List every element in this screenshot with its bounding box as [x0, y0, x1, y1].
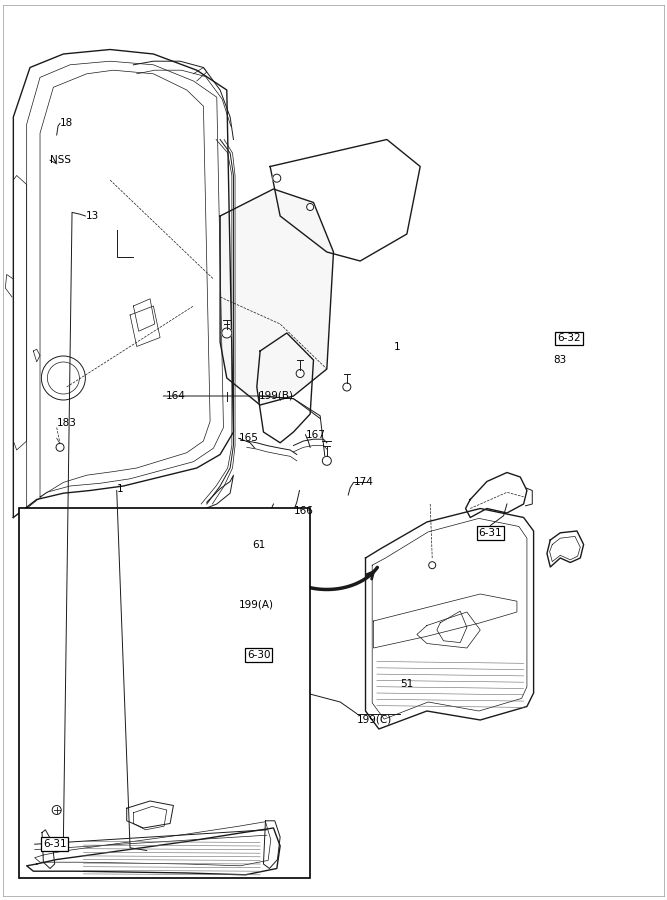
Circle shape	[296, 370, 304, 377]
Circle shape	[56, 444, 64, 451]
Text: 165: 165	[239, 433, 259, 444]
Text: 199(C): 199(C)	[357, 715, 392, 725]
Text: 51: 51	[400, 679, 414, 689]
Text: 166: 166	[293, 506, 313, 517]
Text: 1: 1	[117, 483, 123, 494]
Text: 199(A): 199(A)	[239, 599, 273, 610]
Circle shape	[296, 370, 304, 377]
Circle shape	[322, 456, 331, 465]
Polygon shape	[220, 189, 334, 405]
Circle shape	[343, 383, 351, 391]
Text: 6-31: 6-31	[478, 527, 502, 538]
Text: 13: 13	[85, 211, 99, 221]
Circle shape	[52, 806, 61, 814]
Circle shape	[429, 562, 436, 569]
Text: 6-30: 6-30	[247, 650, 271, 661]
Circle shape	[52, 806, 61, 814]
Circle shape	[343, 383, 351, 391]
Text: 61: 61	[252, 539, 265, 550]
Text: 199(B): 199(B)	[259, 391, 293, 401]
Circle shape	[273, 175, 281, 182]
Text: NSS: NSS	[50, 155, 71, 166]
Text: 164: 164	[165, 391, 185, 401]
Circle shape	[307, 203, 313, 211]
Text: 167: 167	[305, 429, 325, 440]
Circle shape	[56, 444, 64, 451]
Text: 6-32: 6-32	[557, 333, 581, 344]
Circle shape	[307, 203, 313, 211]
Circle shape	[322, 456, 331, 465]
Circle shape	[222, 328, 231, 338]
Text: 83: 83	[554, 355, 567, 365]
Text: 1: 1	[394, 341, 400, 352]
Circle shape	[41, 356, 85, 400]
Circle shape	[222, 328, 231, 338]
Circle shape	[273, 175, 281, 182]
Text: 174: 174	[354, 477, 374, 488]
Text: 6-31: 6-31	[43, 839, 67, 850]
Text: 18: 18	[60, 118, 73, 129]
Text: 183: 183	[57, 418, 77, 428]
Circle shape	[429, 562, 436, 569]
Bar	[19, 508, 310, 878]
